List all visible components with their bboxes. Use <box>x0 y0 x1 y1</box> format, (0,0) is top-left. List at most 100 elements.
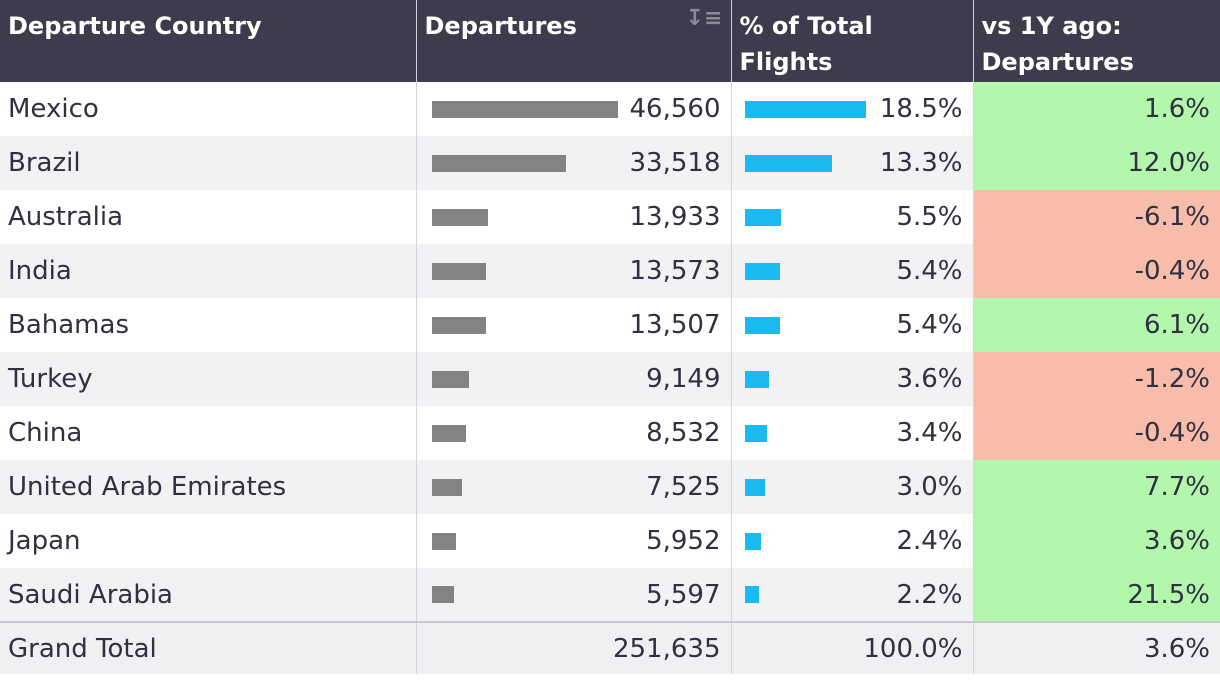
table-body: Mexico 46,560 18.5% 1.6% Brazil 33,518 13.3% 12… <box>0 82 1220 622</box>
pct-total-bar <box>744 316 780 334</box>
table-row[interactable]: Australia 13,933 5.5% -6.1% <box>0 190 1220 244</box>
header-departure-country-label: Departure Country <box>8 12 262 40</box>
pct-total-value: 2.4% <box>896 526 963 556</box>
vs-1y-change-cell: -6.1% <box>972 190 1220 244</box>
header-departures-label: Departures <box>424 12 577 40</box>
table-row[interactable]: China 8,532 3.4% -0.4% <box>0 406 1220 460</box>
pct-total-value: 2.2% <box>896 579 963 610</box>
vs-1y-change-cell: 1.6% <box>972 82 1220 136</box>
header-departures[interactable]: Departures ↧≡ <box>415 0 731 82</box>
table-row[interactable]: India 13,573 5.4% -0.4% <box>0 244 1220 298</box>
departures-value: 13,573 <box>629 256 721 286</box>
header-pct-total[interactable]: % of Total Flights <box>730 0 973 82</box>
country-cell: Turkey <box>0 352 416 406</box>
country-cell: Saudi Arabia <box>0 568 416 622</box>
pct-total-bar <box>744 100 866 118</box>
departures-cell: 5,952 <box>415 514 731 568</box>
departures-value: 9,149 <box>646 364 721 394</box>
pct-total-cell: 5.4% <box>730 298 973 352</box>
country-cell: India <box>0 244 416 298</box>
pct-total-cell: 2.2% <box>730 568 973 622</box>
departures-value: 8,532 <box>646 418 721 448</box>
pct-total-value: 5.4% <box>896 256 963 286</box>
table-row[interactable]: Bahamas 13,507 5.4% 6.1% <box>0 298 1220 352</box>
departures-value: 46,560 <box>629 94 721 124</box>
vs-1y-change-cell: 12.0% <box>972 136 1220 190</box>
pct-total-value: 5.4% <box>896 310 963 340</box>
departures-bar <box>431 424 466 442</box>
pct-total-cell: 2.4% <box>730 514 973 568</box>
table-row[interactable]: Turkey 9,149 3.6% -1.2% <box>0 352 1220 406</box>
table-row[interactable]: Japan 5,952 2.4% 3.6% <box>0 514 1220 568</box>
sort-descending-icon[interactable]: ↧≡ <box>685 6 723 31</box>
grand-total-pct: 100.0% <box>730 621 973 674</box>
vs-1y-change-cell: -0.4% <box>972 406 1220 460</box>
pct-total-bar <box>744 208 781 226</box>
departures-bar <box>431 316 486 334</box>
departures-cell: 13,573 <box>415 244 731 298</box>
vs-1y-change-cell: 6.1% <box>972 298 1220 352</box>
table-row[interactable]: Saudi Arabia 5,597 2.2% 21.5% <box>0 568 1220 622</box>
pct-total-cell: 3.4% <box>730 406 973 460</box>
pct-total-cell: 3.0% <box>730 460 973 514</box>
pct-total-bar <box>744 532 761 550</box>
departures-cell: 13,507 <box>415 298 731 352</box>
pct-total-cell: 3.6% <box>730 352 973 406</box>
departures-cell: 8,532 <box>415 406 731 460</box>
departures-cell: 33,518 <box>415 136 731 190</box>
pct-total-value: 5.5% <box>896 202 963 232</box>
country-cell: Bahamas <box>8 310 129 340</box>
departures-value: 13,507 <box>629 310 721 340</box>
departures-bar <box>431 208 488 226</box>
country-cell: Australia <box>8 202 124 232</box>
header-departure-country[interactable]: Departure Country <box>0 0 416 82</box>
table-row[interactable]: Mexico 46,560 18.5% 1.6% <box>0 82 1220 136</box>
country-cell: Japan <box>8 526 81 556</box>
departures-value: 13,933 <box>629 202 721 232</box>
pct-total-bar <box>744 586 759 603</box>
departures-cell: 13,933 <box>415 190 731 244</box>
departures-bar <box>431 532 456 550</box>
grand-total-row: Grand Total 251,635 100.0% 3.6% <box>0 621 1220 674</box>
departures-bar <box>431 586 454 603</box>
departures-bar <box>431 262 486 280</box>
vs-1y-change-cell: 7.7% <box>972 460 1220 514</box>
grand-total-change: 3.6% <box>972 621 1220 674</box>
departures-bar <box>431 370 469 388</box>
pct-total-bar <box>744 478 765 496</box>
header-vs-1y[interactable]: vs 1Y ago: Departures <box>972 0 1220 82</box>
pct-total-cell: 13.3% <box>730 136 973 190</box>
pct-total-bar <box>744 154 832 172</box>
departures-bar <box>431 154 566 172</box>
pct-total-cell: 18.5% <box>730 82 973 136</box>
departures-value: 33,518 <box>629 148 721 178</box>
pct-total-cell: 5.4% <box>730 244 973 298</box>
table-row[interactable]: Brazil 33,518 13.3% 12.0% <box>0 136 1220 190</box>
departures-bar <box>431 478 462 496</box>
departures-cell: 46,560 <box>415 82 731 136</box>
departures-value: 5,597 <box>646 579 721 610</box>
grand-total-label: Grand Total <box>0 621 416 674</box>
grand-total-departures: 251,635 <box>415 621 731 674</box>
country-cell: China <box>8 418 83 448</box>
departures-cell: 9,149 <box>415 352 731 406</box>
pct-total-value: 3.4% <box>896 418 963 448</box>
header-row: Departure Country Departures ↧≡ % of Tot… <box>0 0 1220 82</box>
table-row[interactable]: United Arab Emirates 7,525 3.0% 7.7% <box>0 460 1220 514</box>
departures-cell: 5,597 <box>415 568 731 622</box>
country-cell: Brazil <box>0 136 416 190</box>
pct-total-value: 18.5% <box>879 94 963 124</box>
vs-1y-change-cell: -1.2% <box>972 352 1220 406</box>
vs-1y-change-cell: -0.4% <box>972 244 1220 298</box>
departures-value: 5,952 <box>646 526 721 556</box>
pct-total-bar <box>744 370 769 388</box>
pct-total-value: 3.6% <box>896 364 963 394</box>
pct-total-bar <box>744 262 780 280</box>
header-pct-total-label: % of Total Flights <box>739 12 873 76</box>
header-vs-1y-label: vs 1Y ago: Departures <box>981 12 1134 76</box>
country-cell: Mexico <box>8 94 99 124</box>
pct-total-cell: 5.5% <box>730 190 973 244</box>
vs-1y-change-cell: 3.6% <box>972 514 1220 568</box>
departures-bar <box>431 100 618 118</box>
